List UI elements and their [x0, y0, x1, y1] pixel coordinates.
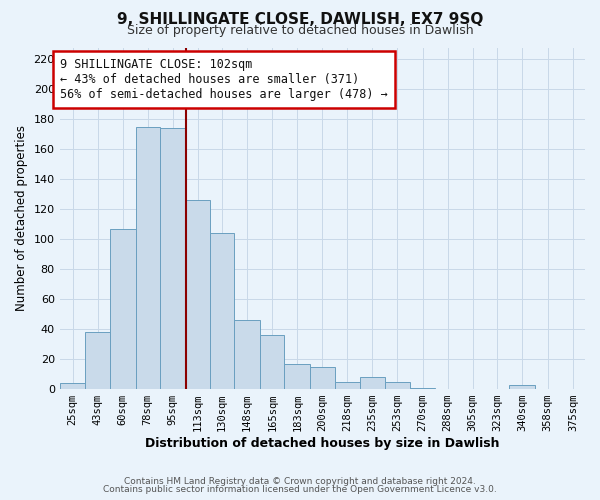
Bar [160, 128, 185, 389]
Bar [59, 383, 85, 389]
Bar [509, 384, 535, 389]
Bar [284, 364, 310, 389]
Bar [185, 200, 210, 389]
Y-axis label: Number of detached properties: Number of detached properties [15, 126, 28, 312]
Bar [385, 382, 410, 389]
Bar [310, 366, 335, 389]
Text: Contains HM Land Registry data © Crown copyright and database right 2024.: Contains HM Land Registry data © Crown c… [124, 477, 476, 486]
Bar [410, 388, 435, 389]
Bar [360, 377, 385, 389]
X-axis label: Distribution of detached houses by size in Dawlish: Distribution of detached houses by size … [145, 437, 500, 450]
Bar [110, 229, 136, 389]
Bar [260, 335, 284, 389]
Text: Contains public sector information licensed under the Open Government Licence v3: Contains public sector information licen… [103, 484, 497, 494]
Bar [210, 234, 235, 389]
Text: 9, SHILLINGATE CLOSE, DAWLISH, EX7 9SQ: 9, SHILLINGATE CLOSE, DAWLISH, EX7 9SQ [117, 12, 483, 28]
Bar [235, 320, 260, 389]
Bar [335, 382, 360, 389]
Text: 9 SHILLINGATE CLOSE: 102sqm
← 43% of detached houses are smaller (371)
56% of se: 9 SHILLINGATE CLOSE: 102sqm ← 43% of det… [61, 58, 388, 100]
Text: Size of property relative to detached houses in Dawlish: Size of property relative to detached ho… [127, 24, 473, 37]
Bar [85, 332, 110, 389]
Bar [136, 127, 160, 389]
